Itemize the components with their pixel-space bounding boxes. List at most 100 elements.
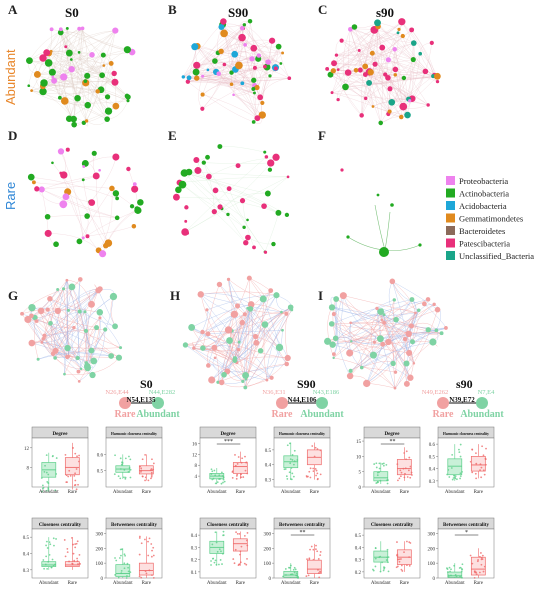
network-node: [205, 331, 211, 337]
network-node: [328, 304, 336, 311]
jitter-point: [152, 576, 155, 579]
jitter-point: [246, 532, 249, 534]
network-panels: [26, 18, 441, 258]
jitter-point: [75, 542, 78, 545]
legend-label: Unclassified_Bacteria: [459, 251, 534, 261]
jitter-point: [485, 463, 487, 466]
jitter-point: [292, 475, 295, 478]
jitter-point: [124, 457, 127, 460]
network-node: [194, 75, 200, 81]
network-edge: [333, 70, 390, 112]
network-edge: [202, 80, 254, 95]
jitter-point: [307, 574, 310, 577]
network-edge: [200, 294, 235, 315]
link-code: N39,E72: [449, 396, 475, 404]
jitter-point: [218, 478, 221, 480]
jitter-point: [379, 570, 382, 573]
network-node: [409, 297, 415, 302]
jitter-point: [459, 472, 462, 475]
network-node: [325, 67, 330, 71]
network-node: [220, 29, 228, 38]
jitter-point: [319, 551, 322, 553]
network-node: [239, 25, 245, 31]
network-edge: [374, 335, 376, 343]
x-label: Abundant: [371, 490, 391, 495]
network-node: [268, 74, 272, 78]
network-node: [91, 150, 97, 156]
network-edge: [245, 307, 291, 380]
network-edge: [67, 356, 119, 358]
network-node: [112, 102, 120, 110]
jitter-point: [378, 556, 381, 559]
network-edge: [392, 327, 446, 364]
network-edge: [228, 279, 245, 315]
jitter-point: [406, 540, 408, 543]
network-edge: [60, 29, 128, 50]
network-node: [185, 79, 191, 84]
network-node: [252, 245, 256, 250]
jitter-point: [219, 559, 222, 561]
network-edge: [388, 281, 397, 320]
jitter-point: [451, 478, 454, 481]
network-edge: [64, 357, 120, 375]
jitter-point: [447, 469, 450, 471]
jitter-point: [215, 541, 218, 544]
network-node: [273, 66, 278, 71]
jitter-point: [286, 444, 289, 447]
jitter-point: [406, 476, 409, 478]
jitter-point: [403, 551, 405, 554]
jitter-point: [127, 566, 129, 569]
box: [115, 564, 131, 577]
jitter-point: [43, 567, 45, 570]
network-graph: [27, 147, 144, 258]
network-edge: [44, 329, 106, 336]
network-node: [83, 310, 87, 314]
network-node: [380, 341, 386, 347]
network-node: [108, 353, 115, 359]
network-node: [132, 182, 137, 187]
network-edge: [350, 341, 389, 372]
network-node: [265, 378, 269, 382]
boxplot-title: Harmonic closeness centrality: [279, 432, 325, 436]
jitter-point: [47, 487, 50, 489]
jitter-point: [237, 456, 240, 458]
network-edge: [193, 340, 230, 351]
jitter-point: [311, 445, 314, 447]
y-tick-label: 15: [356, 440, 362, 445]
network-edge: [42, 65, 104, 87]
jitter-point: [128, 455, 130, 458]
jitter-point: [125, 577, 128, 579]
network-edge: [333, 357, 396, 389]
jitter-point: [381, 463, 384, 465]
network-edge: [392, 281, 419, 311]
network-node: [60, 97, 69, 105]
network-node: [92, 172, 100, 180]
network-edge: [187, 77, 290, 82]
y-tick-label: 0.5: [355, 534, 362, 539]
jitter-point: [379, 479, 382, 482]
box: [373, 471, 389, 482]
jitter-point: [222, 478, 225, 481]
y-tick-label: 0.4: [429, 468, 436, 473]
network-node: [252, 91, 256, 95]
jitter-point: [484, 458, 487, 461]
jitter-point: [235, 531, 237, 534]
network-node: [54, 307, 62, 315]
y-tick-label: 0.5: [23, 536, 30, 541]
network-edge: [354, 26, 404, 107]
jitter-point: [76, 560, 79, 562]
y-tick-label: 0: [359, 486, 362, 491]
network-edge: [189, 77, 232, 85]
network-edge: [348, 322, 362, 368]
network-node: [379, 308, 384, 313]
network-node: [259, 295, 267, 303]
network-edge: [254, 67, 290, 79]
network-node: [371, 105, 375, 108]
network-node: [412, 361, 416, 365]
network-edge: [191, 327, 272, 378]
jitter-point: [374, 547, 377, 549]
box: [470, 456, 486, 472]
network-node: [77, 379, 81, 383]
